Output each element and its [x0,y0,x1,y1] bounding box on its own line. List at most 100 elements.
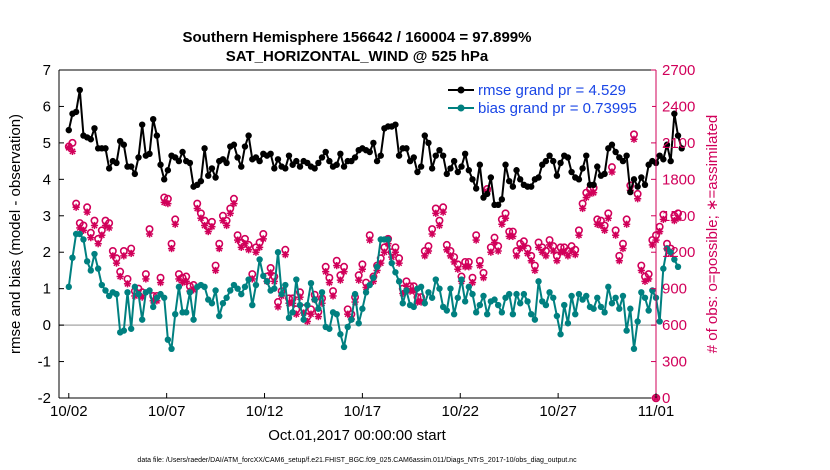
bias-point [388,259,395,267]
footnote: data file: /Users/raeder/DAI/ATM_forcXX/… [137,457,577,464]
rmse-point [494,201,502,209]
bias-point [509,310,517,318]
legend-bias-label: bias grand pr = 0.73995 [478,100,637,117]
bias-point [656,318,663,325]
rmse-point [579,165,586,172]
bias-point [520,290,528,298]
assimilated-obs-point [446,252,455,260]
rmse-point [472,185,480,192]
rmse-point [392,121,399,128]
assimilated-obs-point [123,280,132,288]
rmse-point [436,146,443,154]
bias-point [373,263,381,270]
bias-point [505,290,513,298]
bias-point [517,300,524,307]
rmse-point [149,116,157,123]
assimilated-obs-point [487,248,495,256]
bias-point [256,256,263,263]
bias-point [212,287,219,294]
rmse-point [256,157,263,165]
assimilated-obs-point [322,268,330,276]
assimilated-obs-point [171,220,179,228]
assimilated-obs-point [534,243,543,251]
assimilated-obs-point [527,257,535,265]
rmse-point [546,152,553,159]
bias-point [366,281,373,289]
rmse-point [274,156,282,163]
bias-point [572,310,579,318]
assimilated-obs-point [472,236,480,244]
bias-point [410,303,417,311]
bias-point [623,327,630,334]
bias-point [638,289,645,296]
bias-point [399,300,406,307]
rmse-point [146,150,153,158]
bias-point [201,283,208,291]
y-tick-label: 5 [43,135,51,152]
rmse-point [238,163,245,170]
bias-point [348,316,355,323]
rmse-point [138,121,146,128]
assimilated-obs-point [164,200,172,208]
bias-point [531,316,539,323]
bias-point [300,316,307,323]
y-tick-label: 4 [43,171,51,188]
bias-point [146,287,153,294]
assimilated-obs-point [498,220,506,228]
assimilated-obs-point [241,240,249,248]
bias-point [480,292,487,300]
bias-point [164,336,172,343]
bias-point [252,281,260,289]
bias-point [469,290,476,298]
rmse-point [267,150,274,158]
bias-point [472,309,480,316]
assimilated-obs-point [182,277,190,285]
y-axis-label: rmse and bias (model - observation) [7,114,24,354]
assimilated-obs-point [307,310,315,318]
bias-point [91,250,98,258]
assimilated-obs-point [674,214,682,222]
bias-point [590,305,597,312]
y2-axis-label: # of obs: o=possible; ∗=assimilated [704,115,721,354]
bias-point [392,269,399,276]
assimilated-obs-point [303,317,311,326]
assimilated-obs-point [112,259,121,267]
assimilated-obs-point [612,231,620,239]
rmse-point [458,163,465,170]
assimilated-obs-point [571,251,579,259]
rmse-point [425,139,432,147]
bias-point [612,294,619,301]
rmse-point [641,181,649,188]
bias-point [557,331,564,338]
y-tick-label: 3 [43,208,51,225]
bias-point [476,301,484,309]
y-tick-label: -1 [38,354,51,371]
x-tick-label: 11/01 [638,403,674,420]
rmse-point [678,145,685,152]
assimilated-obs-point [601,226,609,234]
assimilated-obs-point [630,135,638,143]
bias-point [634,318,641,325]
rmse-point [373,157,381,165]
assimilated-obs-point [156,278,165,287]
bias-point [425,289,432,296]
rmse-point [296,163,304,170]
y2-tick-label: 1500 [662,208,695,225]
bias-point [113,290,120,298]
x-axis-label: Oct.01,2017 00:00:00 start [268,427,446,444]
bias-point [513,290,520,298]
rmse-point [72,108,80,116]
assimilated-obs-point [355,276,363,284]
bias-point [370,274,377,281]
rmse-point [619,157,627,165]
assimilated-obs-point [120,252,128,260]
assimilated-obs-point [208,223,216,231]
assimilated-obs-point [116,272,124,281]
bias-point [223,294,230,301]
assimilated-obs-point [615,257,623,265]
assimilated-obs-point [604,214,612,222]
rmse-point [161,176,168,183]
y2-tick-label: 1200 [662,244,695,261]
x-tick-label: 10/27 [539,403,577,420]
